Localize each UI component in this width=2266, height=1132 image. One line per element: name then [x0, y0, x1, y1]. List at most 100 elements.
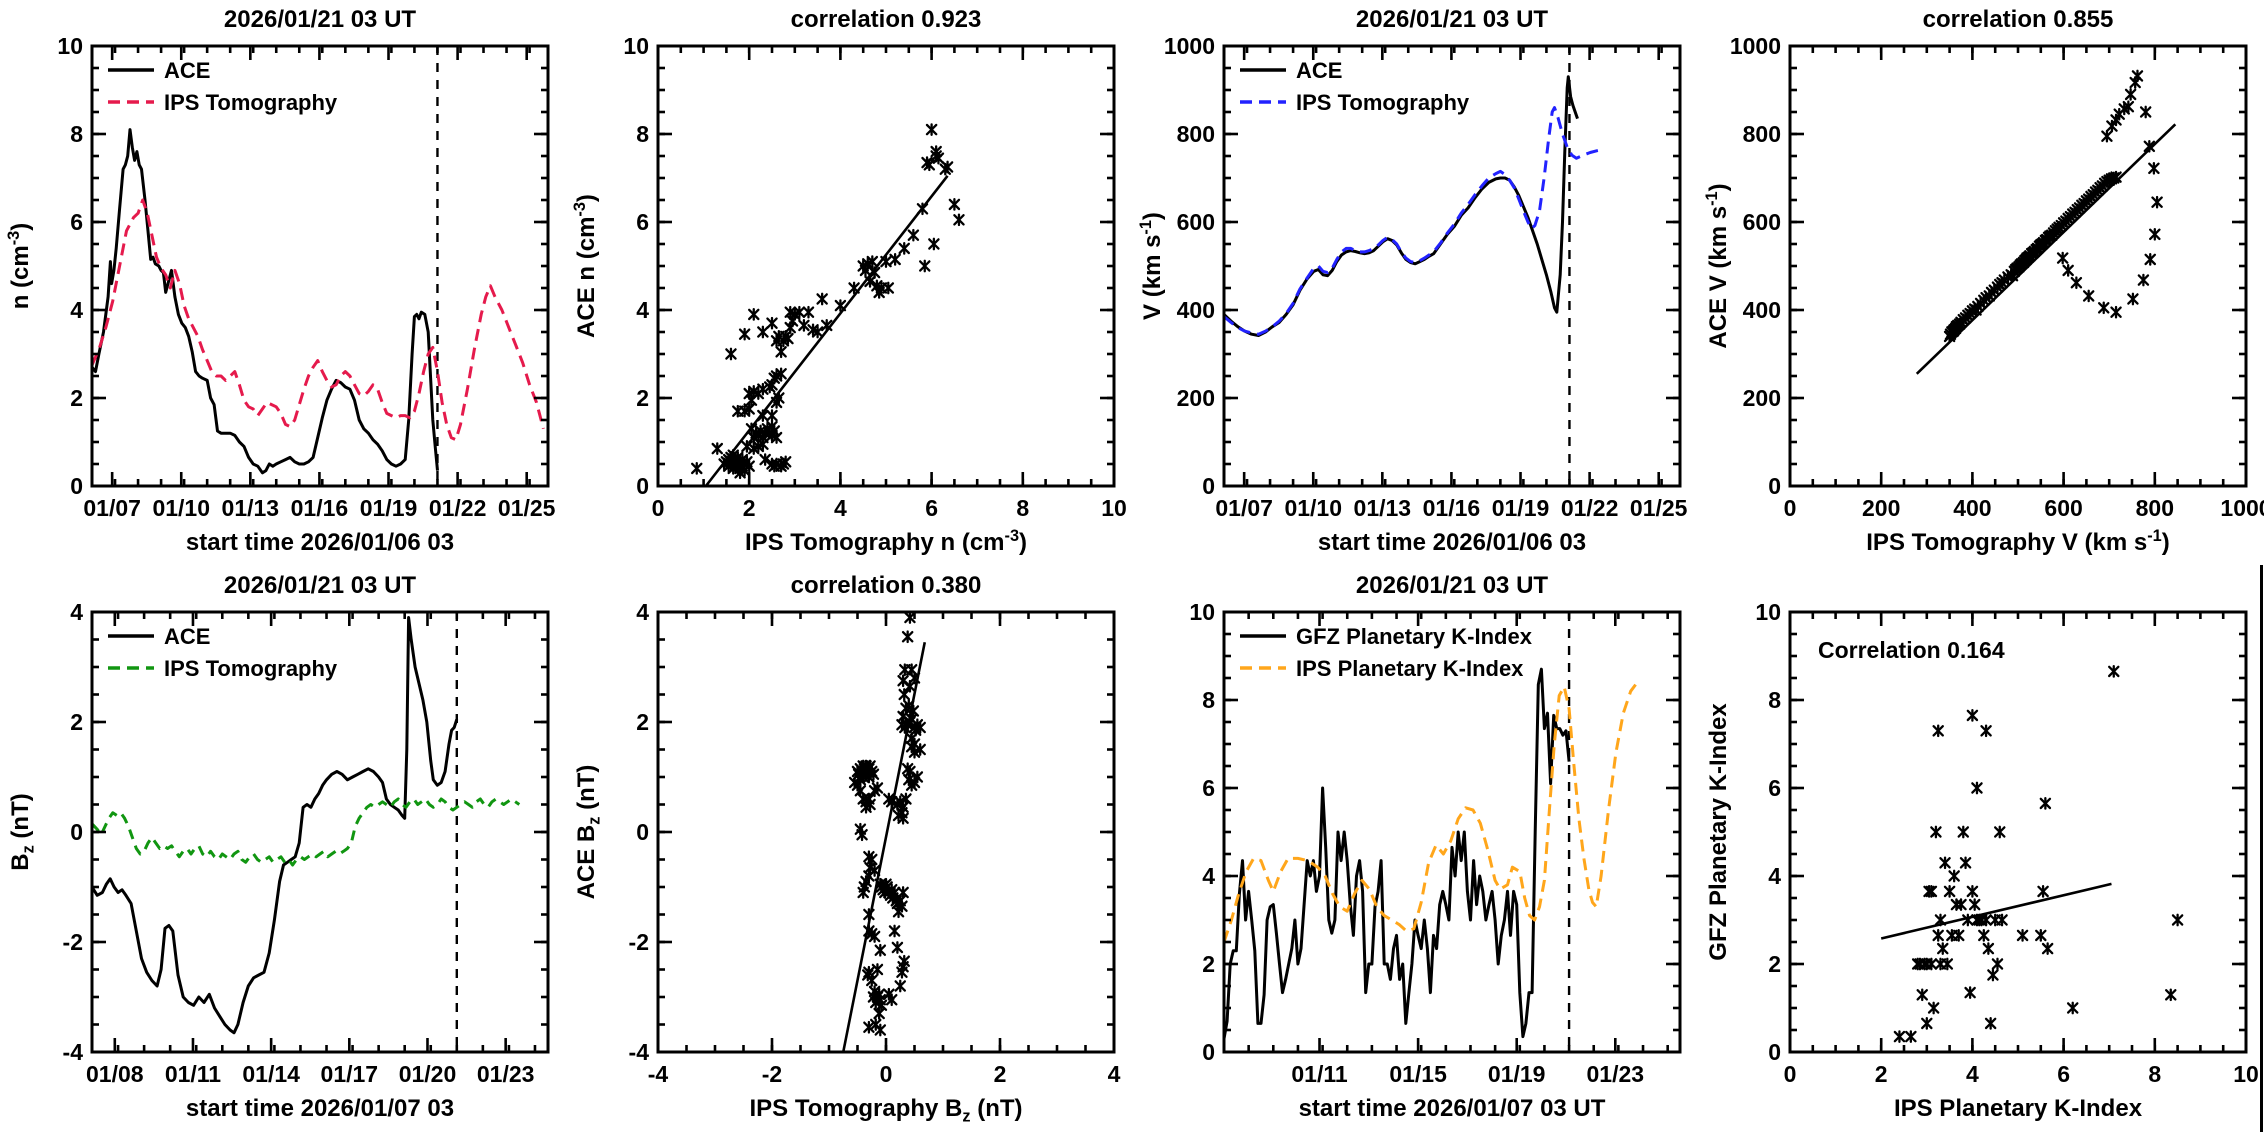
legend-label: IPS Planetary K-Index: [1296, 656, 1524, 681]
kindex-scatter-ylabel: GFZ Planetary K-Index: [1705, 703, 1732, 961]
x-tick-label: 01/22: [1561, 495, 1619, 521]
panel-kindex-timeseries: 01/11 01/15 01/19 01/23 0 2 4 6 8 10 2026/01/21 03…: [1132, 566, 1698, 1132]
x-tick-label: 10: [2233, 1061, 2259, 1087]
x-tick-label: 01/13: [222, 495, 280, 521]
n-scatter-chart: 0 2 4 6 8 10 0 2 4 6 8 10 correlation 0.923 IPS Tomog…: [566, 0, 1132, 566]
y-tick-label: 6: [636, 209, 649, 235]
legend-label: ACE: [1296, 58, 1342, 83]
x-tick-label: 01/07: [83, 495, 141, 521]
kindex-timeseries-xlabel: start time 2026/01/07 03 UT: [1299, 1095, 1606, 1122]
x-tick-label: 8: [1016, 495, 1029, 521]
y-tick-label: 0: [1768, 473, 1781, 499]
panel-n-scatter: 0 2 4 6 8 10 0 2 4 6 8 10 correlation 0.923 IPS Tomog…: [566, 0, 1132, 566]
y-tick-label: 4: [70, 599, 83, 625]
y-tick-label: 2: [70, 709, 83, 735]
legend-label: GFZ Planetary K-Index: [1296, 624, 1533, 649]
y-tick-label: 2: [70, 385, 83, 411]
y-tick-label: 10: [57, 33, 83, 59]
y-tick-label: 4: [636, 297, 649, 323]
panel-n-timeseries: 01/07 01/10 01/13 01/16 01/19 01/22 01/25 0 2 4 6 8…: [0, 0, 566, 566]
x-tick-label: 01/23: [1587, 1061, 1645, 1087]
x-tick-label: 01/07: [1215, 495, 1273, 521]
x-tick-label: 4: [834, 495, 847, 521]
v-scatter-xlabel: IPS Tomography V (km s-1​): [1866, 527, 2169, 556]
bz-scatter-ylabel: ACE Bz​ (nT): [573, 765, 603, 900]
x-tick-label: 4: [1966, 1061, 1979, 1087]
y-tick-label: 6: [70, 209, 83, 235]
y-tick-label: 0: [70, 473, 83, 499]
n-timeseries-xlabel: start time 2026/01/06 03: [186, 529, 454, 556]
y-tick-label: -4: [629, 1039, 650, 1065]
legend-label: IPS Tomography: [164, 656, 338, 681]
y-tick-label: 0: [1202, 473, 1215, 499]
v-scatter-chart: 0 200 400 600 800 1000 0 200 400 600 800 1000 correl…: [1698, 0, 2264, 566]
bz-scatter-points: [848, 611, 926, 1037]
y-tick-label: 8: [1768, 687, 1781, 713]
v-scatter-ylabel: ACE V (km s-1​): [1703, 183, 1732, 348]
y-tick-label: 400: [1743, 297, 1781, 323]
v-scatter-points: [1943, 69, 2163, 343]
legend-label: ACE: [164, 624, 210, 649]
y-tick-label: 10: [1755, 599, 1781, 625]
y-tick-label: -4: [63, 1039, 84, 1065]
y-tick-label: 10: [1189, 599, 1215, 625]
x-tick-label: -2: [762, 1061, 782, 1087]
x-tick-label: 01/25: [1630, 495, 1688, 521]
y-tick-label: 8: [636, 121, 649, 147]
n-timeseries-chart: 01/07 01/10 01/13 01/16 01/19 01/22 01/25 0 2 4 6 8…: [0, 0, 566, 566]
x-tick-label: 0: [1784, 495, 1797, 521]
x-tick-label: 400: [1953, 495, 1991, 521]
n-scatter-ylabel: ACE n (cm-3​): [571, 194, 600, 338]
x-tick-label: -4: [648, 1061, 669, 1087]
x-tick-label: 01/23: [477, 1061, 535, 1087]
y-tick-label: 8: [1202, 687, 1215, 713]
bz-timeseries-xlabel: start time 2026/01/07 03: [186, 1095, 454, 1122]
panel-v-timeseries: 01/07 01/10 01/13 01/16 01/19 01/22 01/25 0 200 4…: [1132, 0, 1698, 566]
v-timeseries-title: 2026/01/21 03 UT: [1356, 6, 1548, 33]
kindex-scatter-annotation: Correlation 0.164: [1818, 637, 2005, 663]
x-tick-label: 2: [994, 1061, 1007, 1087]
kindex-scatter-points: [1893, 665, 2184, 1043]
x-tick-label: 01/19: [1492, 495, 1550, 521]
x-tick-label: 01/11: [165, 1061, 221, 1087]
y-tick-label: 1000: [1164, 33, 1215, 59]
x-tick-label: 01/14: [242, 1061, 300, 1087]
n-timeseries-title: 2026/01/21 03 UT: [224, 6, 416, 33]
panel-bz-timeseries: 01/08 01/11 01/14 01/17 01/20 01/23 -4 -2 0 2 4 202…: [0, 566, 566, 1132]
bz-timeseries-title: 2026/01/21 03 UT: [224, 572, 416, 599]
y-tick-label: 2: [1768, 951, 1781, 977]
x-tick-label: 01/13: [1354, 495, 1412, 521]
v-timeseries-xlabel: start time 2026/01/06 03: [1318, 529, 1586, 556]
v-timeseries-ylabel: V (km s-1​): [1137, 212, 1166, 320]
y-tick-label: 200: [1743, 385, 1781, 411]
x-tick-label: 01/17: [321, 1061, 379, 1087]
y-tick-label: 0: [636, 819, 649, 845]
x-tick-label: 2: [1875, 1061, 1888, 1087]
y-tick-label: 800: [1177, 121, 1215, 147]
y-tick-label: 2: [1202, 951, 1215, 977]
legend-label: ACE: [164, 58, 210, 83]
y-tick-label: 4: [70, 297, 83, 323]
bz-scatter-chart: -4 -2 0 2 4 -4 -2 0 2 4 correlation 0.380 IPS Tomog…: [566, 566, 1132, 1132]
x-tick-label: 01/11: [1291, 1061, 1347, 1087]
x-tick-label: 01/16: [1423, 495, 1481, 521]
x-tick-label: 01/10: [1284, 495, 1342, 521]
x-tick-label: 6: [925, 495, 938, 521]
kindex-scatter-xlabel: IPS Planetary K-Index: [1894, 1095, 2143, 1122]
x-tick-label: 8: [2148, 1061, 2161, 1087]
x-tick-label: 0: [652, 495, 665, 521]
n-scatter-xlabel: IPS Tomography n (cm-3​): [745, 527, 1027, 556]
legend-label: IPS Tomography: [164, 90, 338, 115]
y-tick-label: 400: [1177, 297, 1215, 323]
y-tick-label: -2: [63, 929, 83, 955]
y-tick-label: 1000: [1730, 33, 1781, 59]
x-tick-label: 1000: [2220, 495, 2264, 521]
y-tick-label: 800: [1743, 121, 1781, 147]
kindex-timeseries-title: 2026/01/21 03 UT: [1356, 572, 1548, 599]
y-tick-label: 200: [1177, 385, 1215, 411]
x-tick-label: 0: [880, 1061, 893, 1087]
bz-timeseries-ylabel: Bz​ (nT): [7, 793, 37, 870]
x-tick-label: 600: [2044, 495, 2082, 521]
y-tick-label: 10: [623, 33, 649, 59]
